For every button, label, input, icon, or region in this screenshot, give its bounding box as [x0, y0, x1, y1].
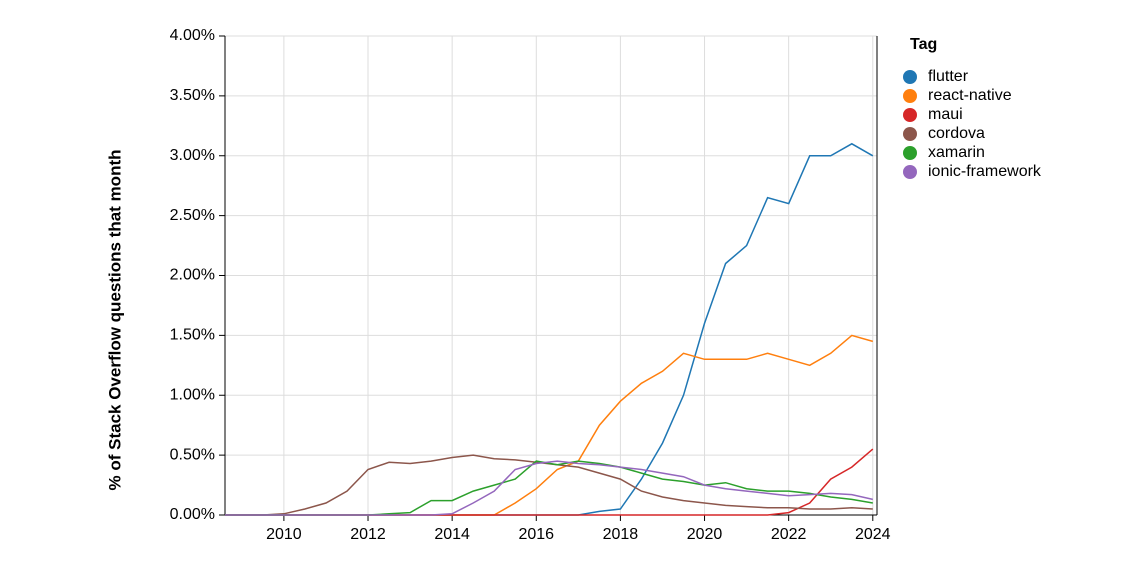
series-line: [225, 334, 874, 516]
legend-swatch: [903, 127, 917, 141]
x-tick-label: 2024: [855, 526, 891, 543]
series-line: [225, 460, 873, 516]
legend-label: maui: [928, 106, 963, 123]
y-axis-label: % of Stack Overflow questions that month: [105, 150, 124, 491]
legend-swatch: [903, 70, 917, 84]
y-tick-label: 4.00%: [170, 27, 215, 44]
y-tick-label: 1.50%: [170, 327, 215, 344]
legend-label: react-native: [928, 87, 1012, 104]
x-tick-label: 2022: [771, 526, 807, 543]
series-line: [225, 460, 873, 516]
legend-label: flutter: [928, 68, 969, 85]
y-tick-label: 3.00%: [170, 147, 215, 164]
x-tick-label: 2016: [518, 526, 554, 543]
legend-swatch: [903, 165, 917, 179]
y-tick-label: 0.50%: [170, 446, 215, 463]
legend-title: Tag: [910, 36, 937, 53]
legend-label: xamarin: [928, 144, 985, 161]
series-line: [225, 454, 873, 516]
y-tick-label: 2.00%: [170, 267, 215, 284]
legend-swatch: [903, 108, 917, 122]
legend-label: ionic-framework: [928, 163, 1042, 180]
legend-swatch: [903, 146, 917, 160]
y-tick-label: 1.00%: [170, 386, 215, 403]
series-line: [225, 448, 874, 516]
legend-label: cordova: [928, 125, 985, 142]
legend-swatch: [903, 89, 917, 103]
x-tick-label: 2018: [603, 526, 639, 543]
y-tick-label: 2.50%: [170, 207, 215, 224]
x-tick-label: 2012: [350, 526, 386, 543]
x-tick-label: 2010: [266, 526, 302, 543]
series-line: [225, 142, 874, 516]
x-tick-label: 2020: [687, 526, 723, 543]
x-tick-label: 2014: [434, 526, 470, 543]
y-tick-label: 0.00%: [170, 506, 215, 523]
y-tick-label: 3.50%: [170, 87, 215, 104]
